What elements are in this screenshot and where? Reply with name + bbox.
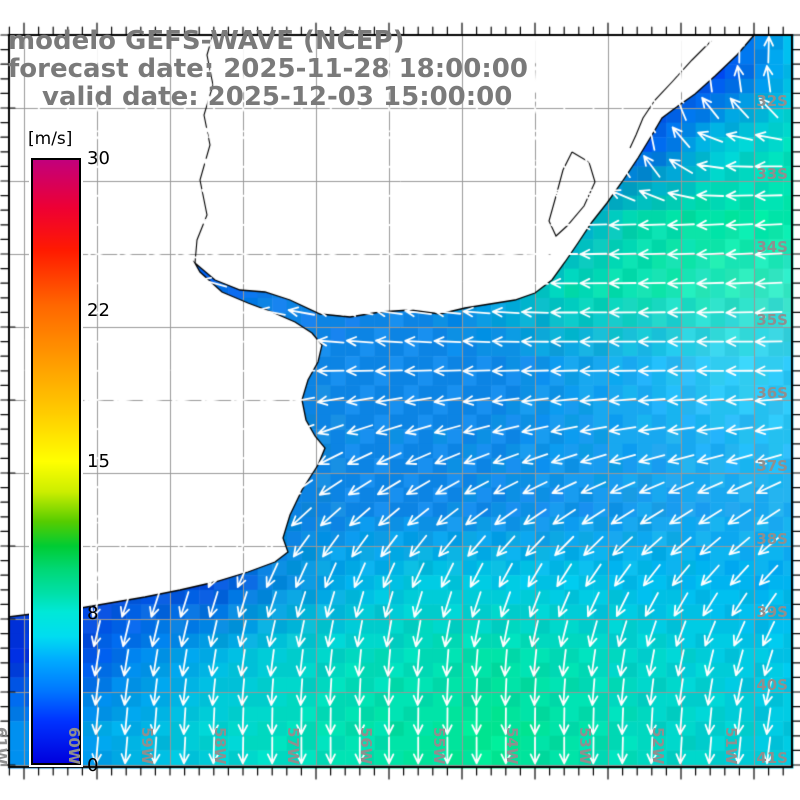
lat-label: 34S	[756, 238, 788, 256]
lon-label: 51W	[722, 727, 740, 765]
model-title: modelo GEFS-WAVE (NCEP)	[8, 26, 405, 56]
colorbar-tick-label: 15	[87, 451, 110, 473]
colorbar-tick-label: 22	[87, 299, 110, 321]
colorbar-gradient	[31, 158, 81, 765]
lat-label: 37S	[756, 457, 788, 475]
lat-label: 39S	[756, 603, 788, 621]
forecast-date: forecast date: 2025-11-28 18:00:00	[8, 54, 528, 84]
valid-date: valid date: 2025-12-03 15:00:00	[42, 82, 513, 112]
colorbar-tick-label: 30	[87, 148, 110, 169]
lon-label: 53W	[576, 727, 594, 765]
colorbar-tick-label: 8	[87, 603, 99, 625]
colorbar	[29, 156, 83, 767]
colorbar-tick-label: 0	[87, 754, 99, 776]
lon-label: 60W	[65, 727, 83, 765]
lon-label: 55W	[430, 727, 448, 765]
lon-label: 59W	[138, 727, 156, 765]
lat-label: 38S	[756, 530, 788, 548]
lon-label: 52W	[649, 727, 667, 765]
lon-label: 57W	[284, 727, 302, 765]
lon-label: 56W	[357, 727, 375, 765]
lat-label: 41S	[756, 749, 788, 767]
colorbar-unit-label: [m/s]	[26, 129, 75, 149]
lat-label: 40S	[756, 676, 788, 694]
lat-label: 35S	[756, 311, 788, 329]
lat-label: 32S	[756, 92, 788, 110]
lat-label: 33S	[756, 165, 788, 183]
lat-label: 36S	[756, 384, 788, 402]
lon-label: 58W	[211, 727, 229, 765]
lon-label: 54W	[503, 727, 521, 765]
lon-label: 61W	[0, 727, 10, 765]
